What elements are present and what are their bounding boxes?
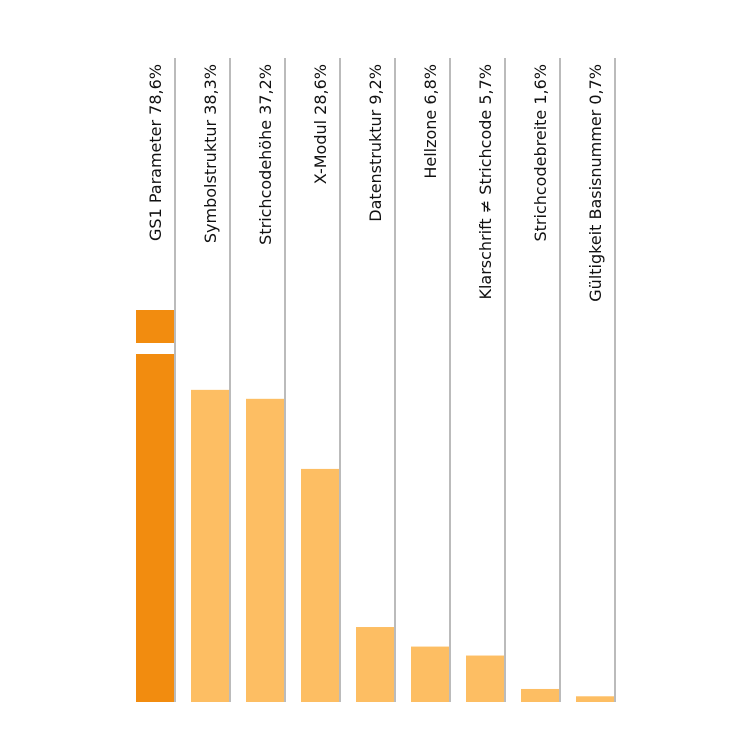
- category-label-5: Hellzone 6,8%: [421, 64, 440, 179]
- column-dividers: [174, 58, 616, 702]
- category-label-6: Klarschrift ≠ Strichcode 5,7%: [476, 64, 495, 300]
- category-label-3: X-Modul 28,6%: [311, 64, 330, 184]
- bar-0-lower: [136, 354, 174, 702]
- category-label-2: Strichcodehöhe 37,2%: [256, 64, 275, 245]
- bar-4: [356, 627, 394, 702]
- category-label-1: Symbolstruktur 38,3%: [201, 64, 220, 243]
- bar-6: [466, 655, 504, 702]
- category-label-7: Strichcodebreite 1,6%: [531, 64, 550, 242]
- category-label-0: GS1 Parameter 78,6%: [146, 64, 165, 241]
- category-label-4: Datenstruktur 9,2%: [366, 64, 385, 222]
- bar-2: [246, 398, 284, 702]
- category-label-8: Gültigkeit Basisnummer 0,7%: [586, 64, 605, 302]
- bar-3: [301, 468, 339, 702]
- bar-5: [411, 646, 449, 702]
- category-labels: GS1 Parameter 78,6% Symbolstruktur 38,3% S…: [146, 64, 605, 302]
- bar-7: [521, 688, 559, 702]
- bars: [136, 310, 614, 702]
- bar-8: [576, 696, 614, 702]
- bar-0-upper: [136, 310, 174, 343]
- bar-1: [191, 389, 229, 702]
